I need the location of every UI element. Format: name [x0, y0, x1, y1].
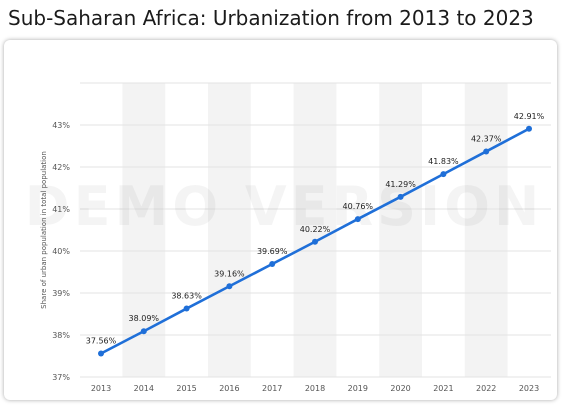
column-band [464, 83, 508, 377]
data-point [354, 216, 361, 223]
gridlines [80, 82, 551, 378]
x-tick-label: 2015 [176, 384, 196, 393]
column-bands [122, 83, 508, 377]
x-tick-label: 2016 [219, 384, 239, 393]
data-label: 40.76% [343, 202, 374, 211]
data-point [483, 148, 490, 155]
data-label: 38.09% [129, 314, 160, 323]
data-point [440, 171, 447, 178]
x-tick-label: 2018 [305, 384, 325, 393]
data-point [526, 125, 532, 132]
x-tick-label: 2019 [348, 384, 368, 393]
column-band [293, 83, 337, 377]
data-label: 40.22% [300, 225, 331, 234]
y-tick-label: 43% [52, 121, 70, 130]
x-tick-label: 2014 [134, 384, 154, 393]
data-label: 39.16% [214, 269, 245, 278]
data-point [140, 328, 147, 335]
y-axis-label: Share of urban population in total popul… [40, 151, 48, 309]
data-point [397, 193, 404, 200]
data-label: 41.83% [428, 157, 459, 166]
data-points [98, 125, 532, 357]
x-tick-label: 2022 [476, 384, 496, 393]
data-label: 39.69% [257, 247, 288, 256]
data-label: 42.91% [514, 112, 545, 121]
y-tick-label: 42% [52, 163, 70, 172]
data-labels: 37.56% 38.09% 38.63% 39.16% 39.69% 40.22% 40.7… [86, 112, 545, 346]
data-point [226, 283, 233, 290]
page-title: Sub-Saharan Africa: Urbanization from 20… [8, 6, 534, 30]
data-point [98, 350, 104, 357]
data-label: 38.63% [171, 292, 202, 301]
x-tick-label: 2017 [262, 384, 282, 393]
y-tick-label: 40% [52, 247, 70, 256]
y-tick-label: 41% [52, 205, 70, 214]
y-axis-ticks: 37% 38% 39% 40% 41% 42% 43% [52, 121, 70, 382]
y-tick-label: 37% [52, 373, 70, 382]
data-label: 42.37% [471, 134, 502, 143]
column-band [379, 83, 422, 377]
data-point [269, 261, 276, 268]
watermark: DEMO VERSION [25, 175, 544, 238]
column-band [208, 83, 251, 377]
column-band [122, 83, 166, 377]
x-tick-label: 2013 [91, 384, 111, 393]
data-point [312, 238, 318, 245]
y-tick-label: 39% [52, 289, 70, 298]
data-label: 41.29% [385, 180, 416, 189]
data-point [183, 305, 190, 312]
x-axis-ticks: 2013 2014 2015 2016 2017 2018 2019 2020 2021 2022… [91, 384, 539, 393]
y-tick-label: 38% [52, 331, 70, 340]
x-tick-label: 2020 [390, 384, 410, 393]
data-label: 37.56% [86, 336, 117, 345]
x-tick-label: 2023 [519, 384, 539, 393]
x-tick-label: 2021 [433, 384, 453, 393]
